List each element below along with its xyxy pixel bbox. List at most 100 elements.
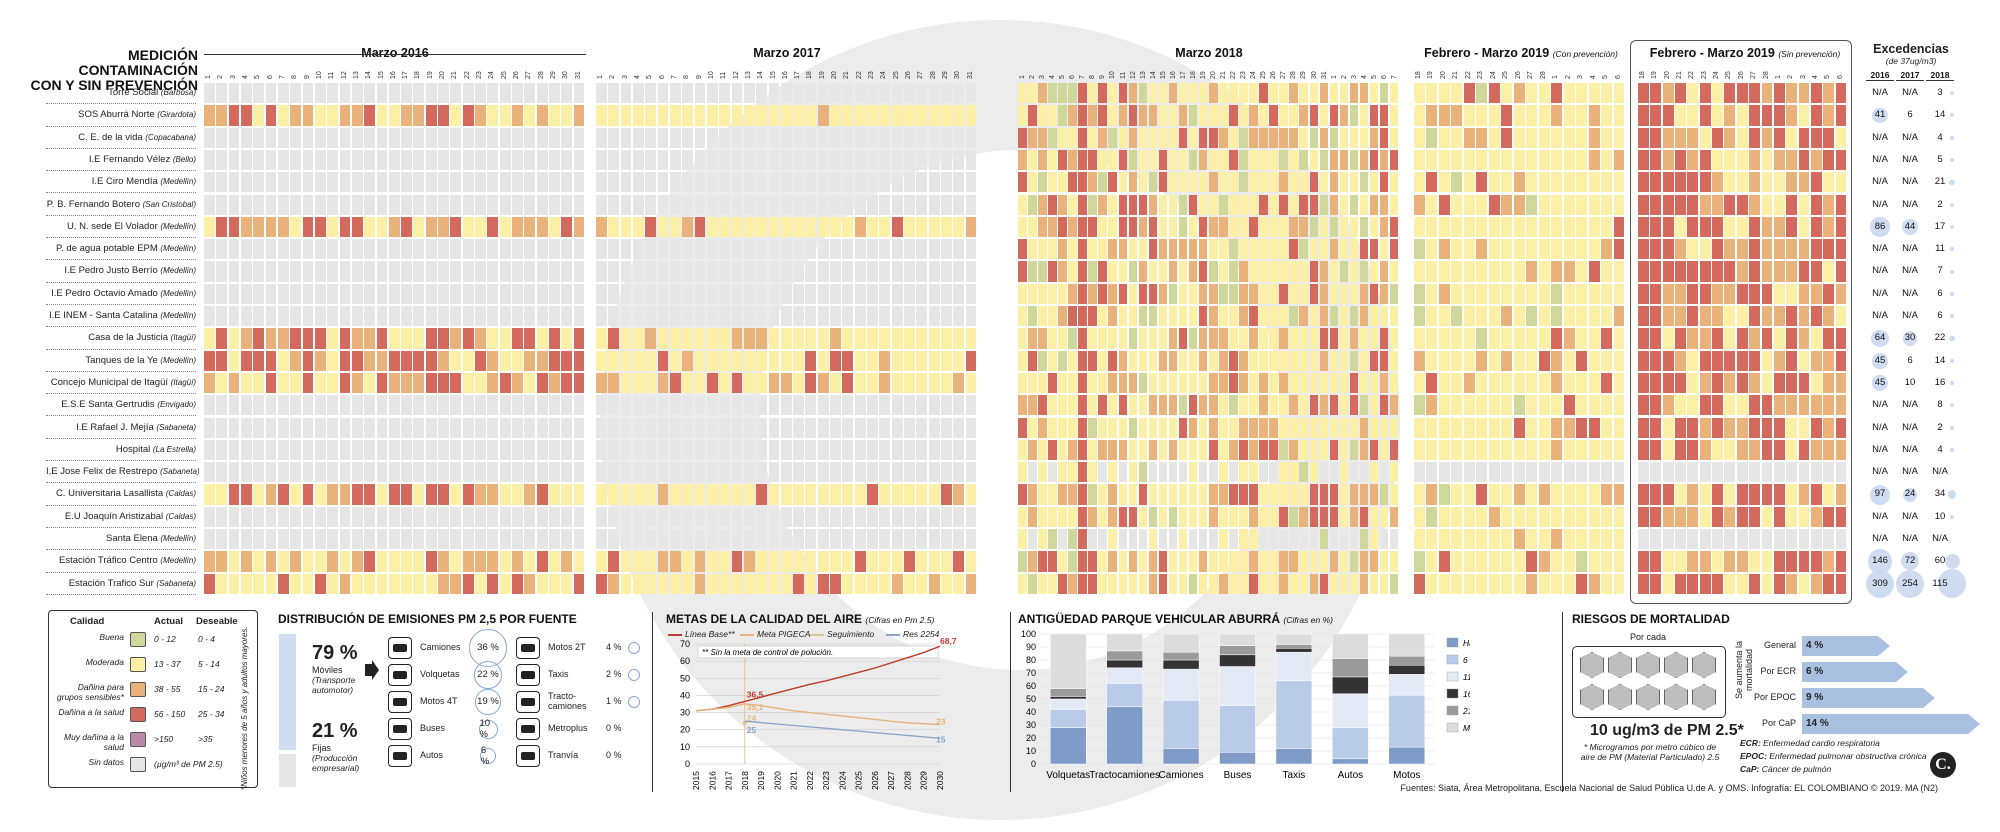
heatmap-cell: [376, 350, 388, 371]
heatmap-cell: [462, 372, 474, 394]
day-label: 18: [1415, 71, 1422, 79]
excedencia-value: 11: [1935, 243, 1945, 255]
heatmap-cell: [1588, 417, 1600, 438]
heatmap-cell: [1588, 149, 1600, 171]
heatmap-cell: [512, 484, 523, 505]
heatmap-cell: [536, 283, 548, 304]
heatmap-cell: [499, 439, 511, 461]
heatmap-cell: [1476, 149, 1488, 171]
heatmap-cell: [1488, 372, 1500, 394]
heatmap-cell: [1426, 484, 1438, 505]
heatmap-cell: [450, 529, 462, 550]
heatmap-cell: [561, 529, 573, 550]
heatmap-cell: [475, 216, 486, 238]
heatmap-cell: [561, 172, 573, 193]
heatmap-cell: [524, 573, 536, 594]
heatmap-cell: [1389, 306, 1399, 327]
heatmap-cell: [265, 529, 277, 550]
heatmap-cell: [1426, 462, 1438, 483]
antiguedad-divider: [1562, 612, 1563, 792]
excedencia-value: N/A: [1872, 310, 1888, 321]
heatmap-cell: [1513, 306, 1525, 327]
excedencia-bubble: [1950, 425, 1954, 430]
heatmap-cell: [228, 372, 240, 394]
heatmap-cell: [376, 83, 388, 104]
heatmap-cell: [1414, 261, 1425, 282]
heatmap-cell: [1339, 127, 1349, 148]
station-name: Santa Elena: [106, 533, 161, 544]
day-label: 1: [1330, 75, 1338, 79]
heatmap-cell: [364, 127, 375, 148]
heatmap-cell: [1501, 83, 1513, 104]
heatmap-cell: [1379, 573, 1389, 594]
heatmap-cell: [1488, 484, 1500, 505]
heatmap-cell: [302, 283, 314, 304]
vehicle-icon: [516, 664, 540, 686]
heatmap-cell: [327, 172, 339, 193]
day-label: 19: [1427, 71, 1435, 79]
emision-bubble: [628, 669, 640, 681]
heatmap-cell: [314, 261, 326, 282]
heatmap-cell: [1601, 127, 1613, 148]
heatmap-cell: [475, 462, 486, 483]
heatmap-cell: [1526, 439, 1538, 461]
legend-label: Moderada: [85, 657, 124, 667]
heatmap-cell: [1451, 105, 1463, 126]
heatmap-cell: [596, 283, 607, 304]
heatmap-cell: [388, 283, 400, 304]
heatmap-cell: [1329, 83, 1339, 104]
excedencia-year: 2016: [1866, 70, 1894, 81]
heatmap-cell: [561, 506, 573, 527]
heatmap-cell: [1289, 105, 1298, 126]
heatmap-cell: [351, 283, 363, 304]
excedencias-subtitle: (de 37ug/m3): [1885, 56, 1937, 66]
heatmap-cell: [1576, 239, 1588, 260]
heatmap-cell: [339, 506, 351, 527]
heatmap-cell: [240, 105, 252, 126]
heatmap-cell: [204, 484, 215, 505]
heatmap-cell: [425, 439, 437, 461]
heatmap-cell: [216, 462, 228, 483]
heatmap-cell: [339, 261, 351, 282]
heatmap-cell: [1563, 506, 1575, 527]
bar-segment: [1388, 664, 1426, 675]
heatmap-cell: [1513, 529, 1525, 550]
legend-footnote-text: *Niños menores de 5 años y adultos mayor…: [240, 626, 249, 790]
heatmap-cell: [512, 417, 523, 438]
heatmap-cell: [1329, 172, 1339, 193]
heatmap-cell: [462, 417, 474, 438]
excedencia-value: N/A: [1902, 131, 1918, 143]
heatmap-cell: [204, 306, 215, 327]
heatmap-cell: [327, 149, 339, 171]
day-label: 26: [1270, 71, 1278, 79]
day-label: 24: [1250, 71, 1258, 79]
heatmap-cell: [1414, 149, 1425, 171]
day-label: 3: [1350, 75, 1358, 79]
heatmap-cell: [216, 127, 228, 148]
legend-actual: (µg/m³ de PM 2.5): [154, 759, 223, 769]
legend-deseable: 25 - 34: [198, 709, 225, 719]
heatmap-cell: [1576, 306, 1588, 327]
heatmap-cell: [487, 484, 499, 505]
heatmap-cell: [327, 417, 339, 438]
heatmap-cell: [253, 372, 265, 394]
station-city: (Caldas): [165, 489, 196, 499]
station-city: (Medellín): [160, 266, 196, 276]
day-label: 27: [1527, 71, 1535, 79]
day-label: 4: [633, 75, 641, 79]
heatmap-cell: [438, 350, 449, 371]
heatmap-cell: [1349, 149, 1359, 171]
heatmap-cell: [1601, 306, 1613, 327]
heatmap-cell: [1414, 350, 1425, 371]
legend-line: [886, 634, 900, 636]
excedencia-value: 8: [1937, 399, 1943, 411]
heatmap-cell: [499, 149, 511, 171]
heatmap-cell: [1438, 283, 1450, 304]
heatmap-cell: [1269, 83, 1278, 104]
heatmap-cell: [645, 172, 657, 193]
heatmap-cell: [462, 529, 474, 550]
heatmap-cell: [204, 172, 215, 193]
heatmap-cell: [413, 127, 425, 148]
heatmap-cell: [512, 239, 523, 260]
heatmap-cell: [450, 149, 462, 171]
